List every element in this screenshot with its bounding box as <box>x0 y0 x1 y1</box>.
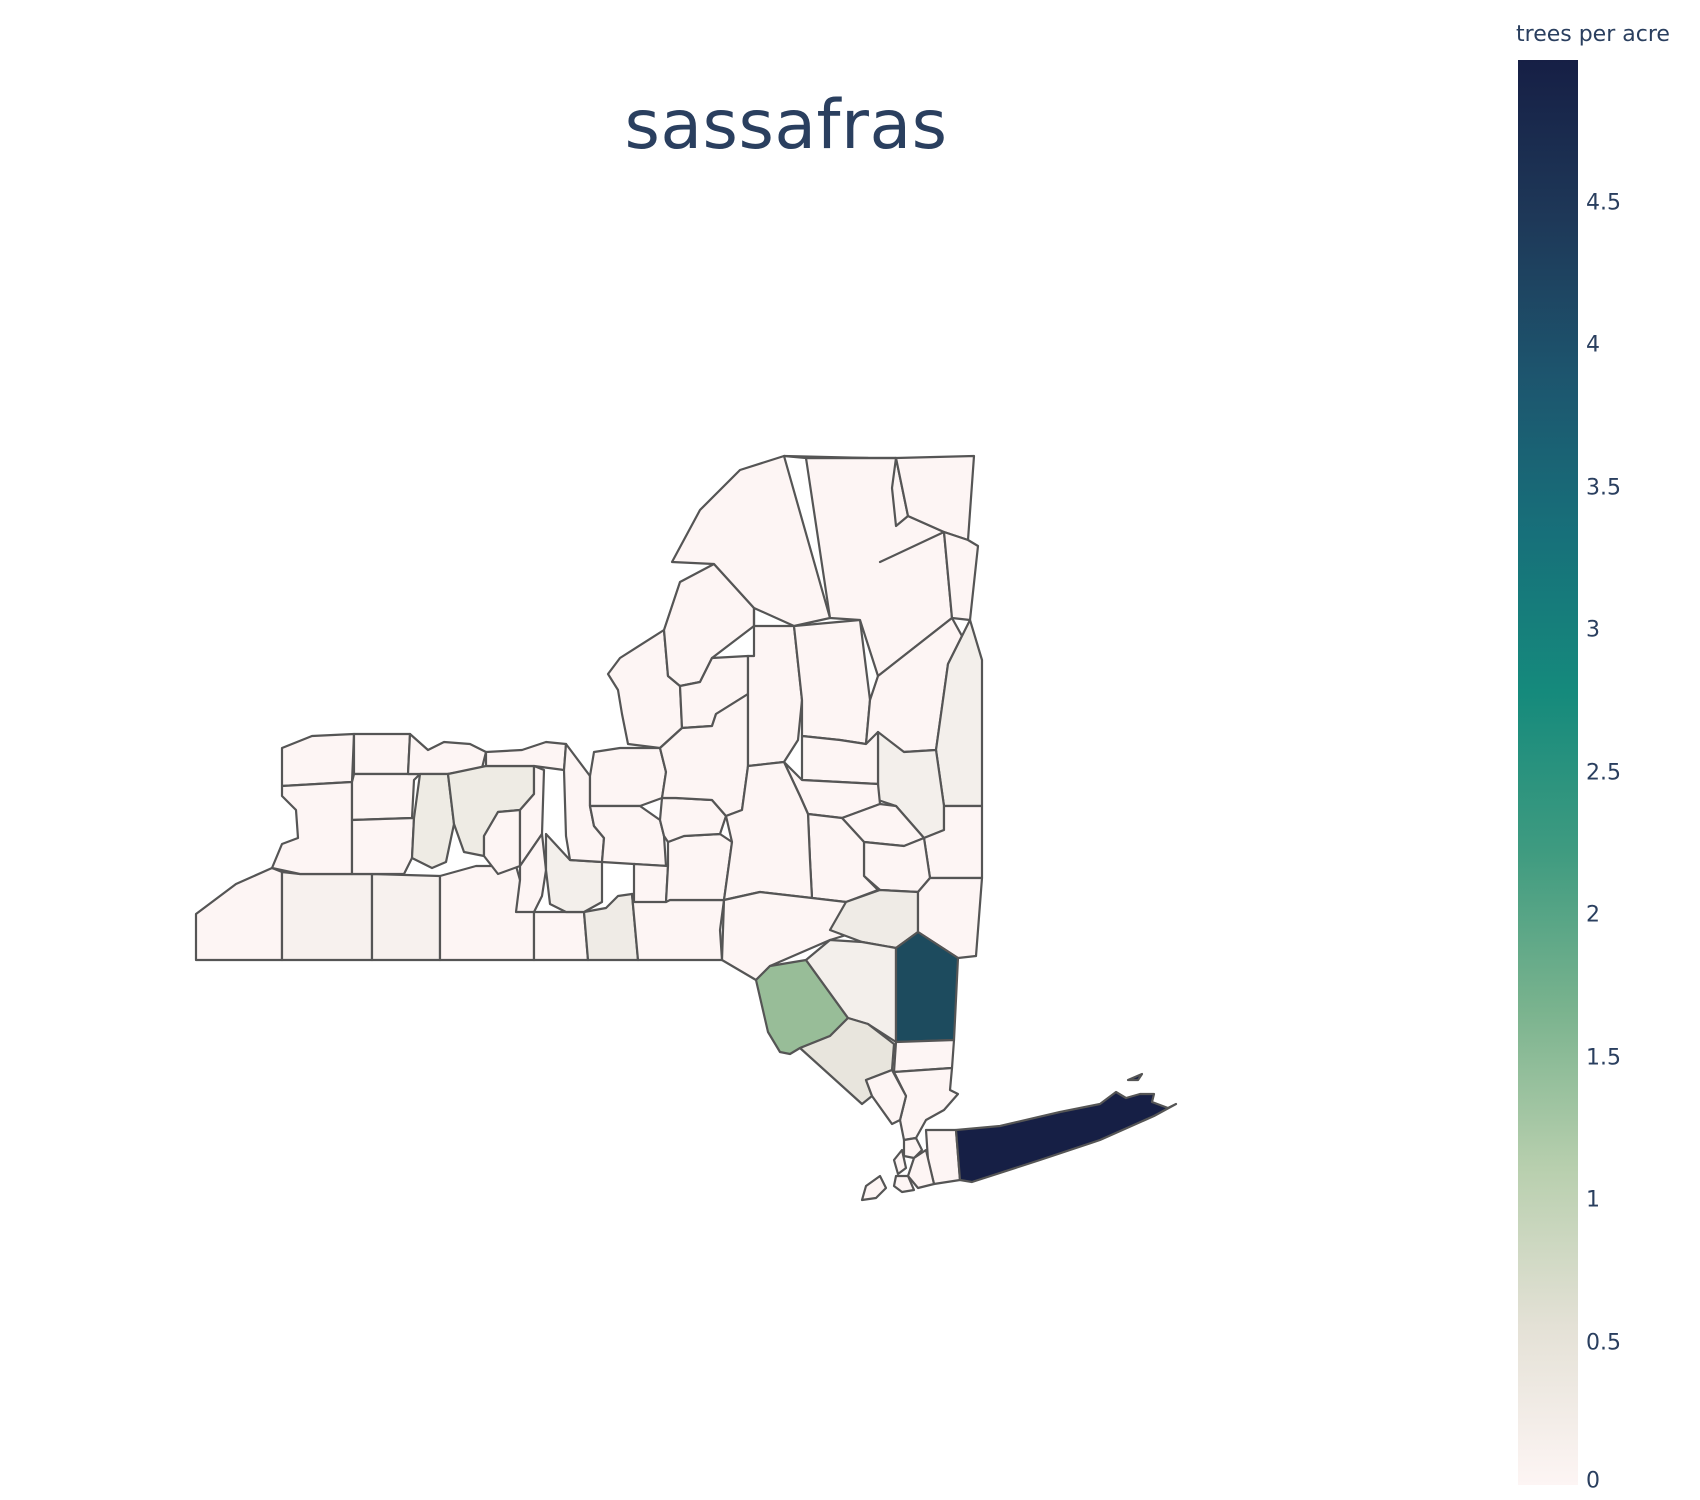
county-monroe[interactable] <box>406 732 488 776</box>
county-orange[interactable] <box>798 1016 896 1106</box>
county-essex-east[interactable] <box>878 530 980 622</box>
county-schuyler[interactable] <box>514 832 548 914</box>
colorbar-tick-label: 0 <box>1586 1468 1600 1494</box>
colorbar-tick-label: 4 <box>1586 332 1600 358</box>
colorbar-tick-label: 4.5 <box>1586 190 1621 215</box>
colorbar-tick-label: 3 <box>1586 617 1600 643</box>
county-otsego[interactable] <box>722 760 814 902</box>
county-wyoming[interactable] <box>350 816 416 876</box>
county-albany[interactable] <box>862 836 932 894</box>
county-cattaraugus[interactable] <box>280 870 374 962</box>
county-franklin[interactable] <box>670 454 832 628</box>
county-wayne[interactable] <box>484 740 568 772</box>
county-richmond[interactable] <box>860 1174 888 1202</box>
county-st-lawrence[interactable] <box>662 562 756 688</box>
county-broome[interactable] <box>630 892 726 962</box>
county-putnam[interactable] <box>892 1038 956 1074</box>
county-niagara[interactable] <box>280 732 356 788</box>
colorbar-tick-label: 2 <box>1586 902 1600 928</box>
county-queens[interactable] <box>906 1148 936 1190</box>
colorbar-tick-label: 1 <box>1586 1187 1600 1213</box>
county-orleans[interactable] <box>352 732 412 776</box>
county-erie[interactable] <box>270 780 354 876</box>
county-chautauqua[interactable] <box>194 866 284 962</box>
colorbar-tick-label: 0.5 <box>1586 1330 1621 1355</box>
county-allegany[interactable] <box>370 872 442 962</box>
county-livingston[interactable] <box>410 772 456 870</box>
county-chemung[interactable] <box>532 910 590 962</box>
county-hamilton[interactable] <box>792 618 872 746</box>
county-kings[interactable] <box>892 1174 916 1194</box>
colorbar-tick-label: 3.5 <box>1586 475 1621 500</box>
county-new-york[interactable] <box>892 1148 908 1176</box>
county-dutchess[interactable] <box>894 930 960 1044</box>
county-chenango[interactable] <box>664 832 734 904</box>
county-rockland[interactable] <box>864 1068 908 1126</box>
county-suffolk-fork[interactable] <box>1126 1072 1144 1082</box>
county-onondaga[interactable] <box>588 804 668 868</box>
colorbar-tick-label: 2.5 <box>1586 760 1621 785</box>
county-bronx[interactable] <box>902 1136 924 1160</box>
colorbar-tick-label: 1.5 <box>1586 1045 1621 1070</box>
county-suffolk[interactable] <box>954 1090 1178 1184</box>
colorbar-title: trees per acre <box>1516 22 1670 47</box>
county-cortland[interactable] <box>632 862 670 904</box>
county-genesee[interactable] <box>350 772 422 822</box>
county-oswego[interactable] <box>588 746 668 808</box>
colorbar <box>1518 60 1578 1485</box>
map-title: sassafras <box>624 86 948 165</box>
county-tompkins[interactable] <box>544 832 604 914</box>
